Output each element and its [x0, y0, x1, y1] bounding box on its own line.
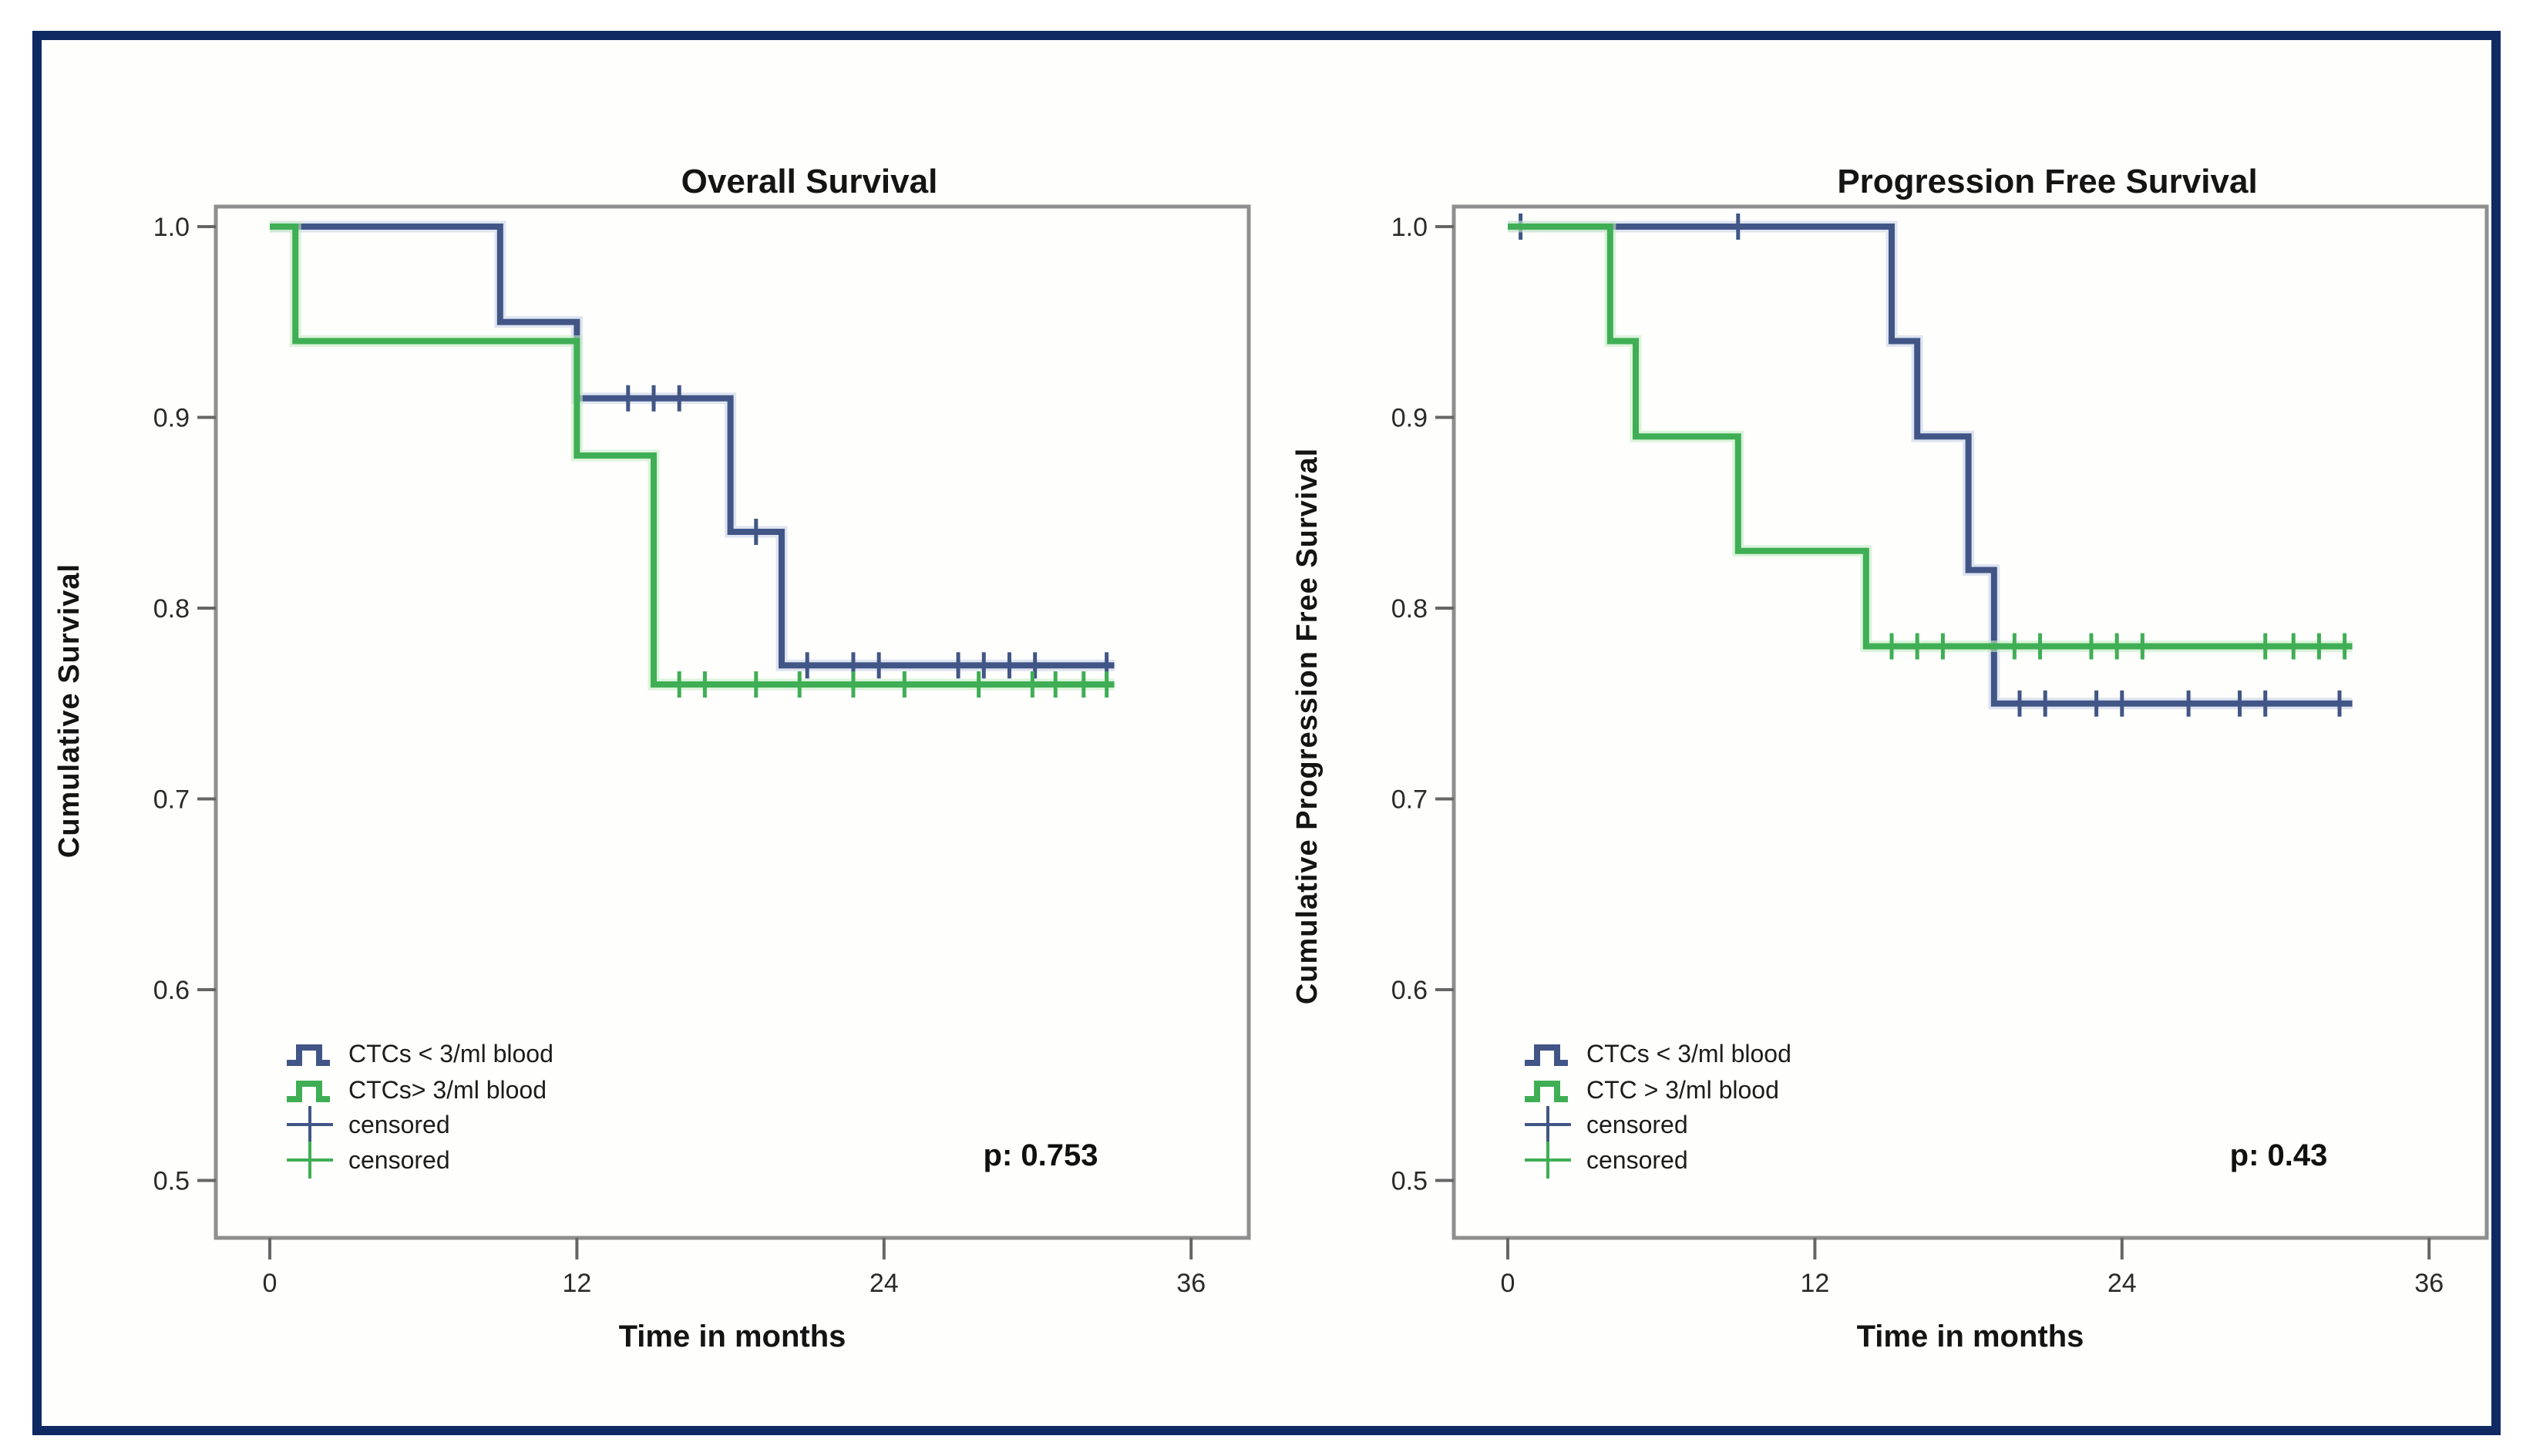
km-curve-green: [270, 224, 1115, 688]
legend-item-label: censored: [1586, 1111, 1688, 1138]
x-tick-label: 0: [1501, 1269, 1515, 1298]
p-value-label: p: 0.753: [984, 1138, 1098, 1172]
km-curve-halo-green: [270, 220, 1115, 691]
plot-area: 1.0 0.9 0.8 0.7 0.6 0.5 0 12 24 36: [1391, 204, 2489, 1298]
y-tick-label: 0.6: [1391, 976, 1428, 1005]
legend-item-label: CTCs < 3/ml blood: [1586, 1040, 1791, 1068]
plot-frame: [214, 204, 1251, 1240]
y-tick-label: 0.5: [1391, 1167, 1428, 1196]
progression-free-survival-chart: Progression Free Survival Cumulative Pro…: [1291, 163, 2489, 1353]
figure-panel: Overall Survival Cumulative Survival 1.0…: [32, 31, 2501, 1435]
y-tick-label: 0.8: [1391, 594, 1428, 624]
legend-item: censored: [1525, 1142, 1688, 1179]
x-tick-label: 12: [1800, 1269, 1829, 1298]
x-axis-title: Time in months: [619, 1320, 846, 1353]
legend-item: CTCs < 3/ml blood: [287, 1040, 553, 1068]
x-tick-label: 0: [263, 1269, 278, 1298]
legend-item: CTCs < 3/ml blood: [1525, 1040, 1791, 1068]
legend-item-label: CTCs> 3/ml blood: [348, 1076, 547, 1104]
p-value-label: p: 0.43: [2230, 1138, 2328, 1172]
x-tick-label: 12: [562, 1269, 591, 1298]
x-tick-label: 24: [2107, 1269, 2137, 1298]
km-curve-blue: [270, 224, 1115, 669]
plot-frame: [1452, 204, 2489, 1240]
x-axis-title: Time in months: [1857, 1320, 2084, 1353]
legend-step-symbol-green: [1525, 1081, 1568, 1102]
y-tick-label: 0.9: [1391, 404, 1428, 433]
y-tick-label: 0.6: [153, 976, 190, 1005]
plot-area: 1.0 0.9 0.8 0.7 0.6 0.5 0 12 24 36: [153, 204, 1251, 1298]
y-axis-title: Cumulative Progression Free Survival: [1291, 448, 1324, 1004]
overall-survival-chart: Overall Survival Cumulative Survival 1.0…: [53, 163, 1251, 1353]
y-tick-label: 1.0: [153, 213, 190, 242]
chart-title: Progression Free Survival: [1837, 163, 2257, 200]
legend-item-label: censored: [348, 1146, 450, 1174]
y-tick-label: 1.0: [1391, 213, 1428, 242]
km-curve-blue: [1508, 224, 2353, 707]
legend-step-symbol-blue: [1525, 1044, 1568, 1066]
legend-item: censored: [287, 1106, 450, 1143]
km-curve-halo-blue: [270, 220, 1115, 671]
legend-item-label: censored: [1586, 1146, 1688, 1174]
legend-item: censored: [1525, 1106, 1688, 1143]
legend: CTCs < 3/ml blood CTCs> 3/ml blood censore…: [287, 1040, 553, 1179]
y-tick-label: 0.8: [153, 594, 190, 624]
legend: CTCs < 3/ml blood CTC > 3/ml blood censore…: [1525, 1040, 1791, 1179]
km-curve-halo-blue: [1508, 220, 2353, 710]
legend-step-symbol-blue: [287, 1044, 330, 1066]
y-tick-label: 0.5: [153, 1167, 190, 1196]
x-tick-label: 36: [2414, 1269, 2444, 1298]
legend-item-label: CTCs < 3/ml blood: [348, 1040, 553, 1068]
legend-step-symbol-green: [287, 1081, 330, 1102]
y-tick-label: 0.7: [1391, 785, 1428, 815]
y-axis-title: Cumulative Survival: [53, 563, 86, 858]
x-tick-label: 24: [870, 1269, 899, 1298]
legend-item-label: censored: [348, 1111, 450, 1138]
km-curve-green: [1508, 224, 2353, 650]
legend-item: CTC > 3/ml blood: [1525, 1076, 1779, 1104]
legend-item: CTCs> 3/ml blood: [287, 1076, 547, 1104]
x-tick-label: 36: [1176, 1269, 1206, 1298]
legend-item: censored: [287, 1142, 450, 1179]
legend-item-label: CTC > 3/ml blood: [1586, 1076, 1779, 1104]
y-tick-label: 0.7: [153, 785, 190, 815]
y-tick-label: 0.9: [153, 404, 190, 433]
chart-title: Overall Survival: [681, 163, 938, 200]
